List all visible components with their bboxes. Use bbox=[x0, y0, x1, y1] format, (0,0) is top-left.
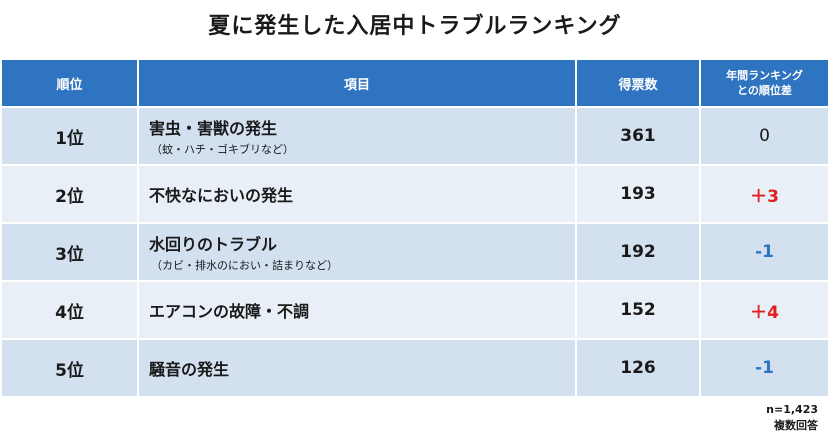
item-cell: 騒音の発生 bbox=[138, 338, 577, 396]
header-rank-diff-line1: 年間ランキング bbox=[726, 69, 803, 82]
item-label: 害虫・害獣の発生 bbox=[149, 119, 278, 138]
rank-cell: 4位 bbox=[2, 280, 139, 339]
rank-cell: 2位 bbox=[2, 164, 139, 223]
item-label: 不快なにおいの発生 bbox=[149, 186, 294, 205]
item-label: 騒音の発生 bbox=[149, 360, 230, 379]
rank-diff-cell: ＋3 bbox=[700, 164, 828, 223]
header-votes: 得票数 bbox=[576, 60, 701, 107]
sample-size: n=1,423 bbox=[766, 403, 818, 416]
item-cell: 水回りのトラブル （カビ・排水のにおい・詰まりなど） bbox=[138, 222, 577, 281]
item-examples: （カビ・排水のにおい・詰まりなど） bbox=[151, 259, 338, 272]
footnote: n=1,423 複数回答 bbox=[766, 402, 818, 434]
rank-diff-value: ＋3 bbox=[750, 186, 779, 207]
rank-diff-cell: -1 bbox=[700, 222, 828, 281]
page-title: 夏に発生した入居中トラブルランキング bbox=[208, 14, 622, 39]
rank-cell: 5位 bbox=[2, 338, 139, 396]
rank-diff-cell: ＋4 bbox=[700, 280, 828, 339]
header-rank-diff: 年間ランキング との順位差 bbox=[700, 60, 828, 107]
rank-diff-value: 0 bbox=[759, 126, 770, 146]
table-row: 2位 不快なにおいの発生 193 ＋3 bbox=[2, 164, 828, 223]
votes-cell: 361 bbox=[576, 106, 701, 165]
table-row: 1位 害虫・害獣の発生 （蚊・ハチ・ゴキブリなど） 361 0 bbox=[2, 106, 828, 165]
rank-cell: 3位 bbox=[2, 222, 139, 281]
rank-cell: 1位 bbox=[2, 106, 139, 165]
header-rank: 順位 bbox=[2, 60, 139, 107]
table-row: 3位 水回りのトラブル （カビ・排水のにおい・詰まりなど） 192 -1 bbox=[2, 222, 828, 281]
votes-cell: 152 bbox=[576, 280, 701, 339]
item-label: 水回りのトラブル bbox=[149, 235, 278, 254]
rank-diff-value: ＋4 bbox=[750, 302, 779, 323]
answer-method: 複数回答 bbox=[774, 419, 818, 432]
rank-diff-cell: 0 bbox=[700, 106, 828, 165]
table-row: 4位 エアコンの故障・不調 152 ＋4 bbox=[2, 280, 828, 339]
rank-diff-value: -1 bbox=[755, 242, 774, 262]
header-item: 項目 bbox=[138, 60, 577, 107]
item-cell: 不快なにおいの発生 bbox=[138, 164, 577, 223]
votes-cell: 192 bbox=[576, 222, 701, 281]
votes-cell: 193 bbox=[576, 164, 701, 223]
rank-diff-value: -1 bbox=[755, 358, 774, 378]
ranking-table: 順位 項目 得票数 年間ランキング との順位差 1位 害虫・害獣の発生 （蚊・ハチ・… bbox=[2, 60, 828, 396]
item-examples: （蚊・ハチ・ゴキブリなど） bbox=[151, 143, 294, 156]
item-cell: 害虫・害獣の発生 （蚊・ハチ・ゴキブリなど） bbox=[138, 106, 577, 165]
table-row: 5位 騒音の発生 126 -1 bbox=[2, 338, 828, 396]
header-rank-diff-line2: との順位差 bbox=[737, 84, 792, 97]
rank-diff-cell: -1 bbox=[700, 338, 828, 396]
item-label: エアコンの故障・不調 bbox=[149, 302, 310, 321]
item-cell: エアコンの故障・不調 bbox=[138, 280, 577, 339]
votes-cell: 126 bbox=[576, 338, 701, 396]
header-row: 順位 項目 得票数 年間ランキング との順位差 bbox=[2, 60, 828, 107]
